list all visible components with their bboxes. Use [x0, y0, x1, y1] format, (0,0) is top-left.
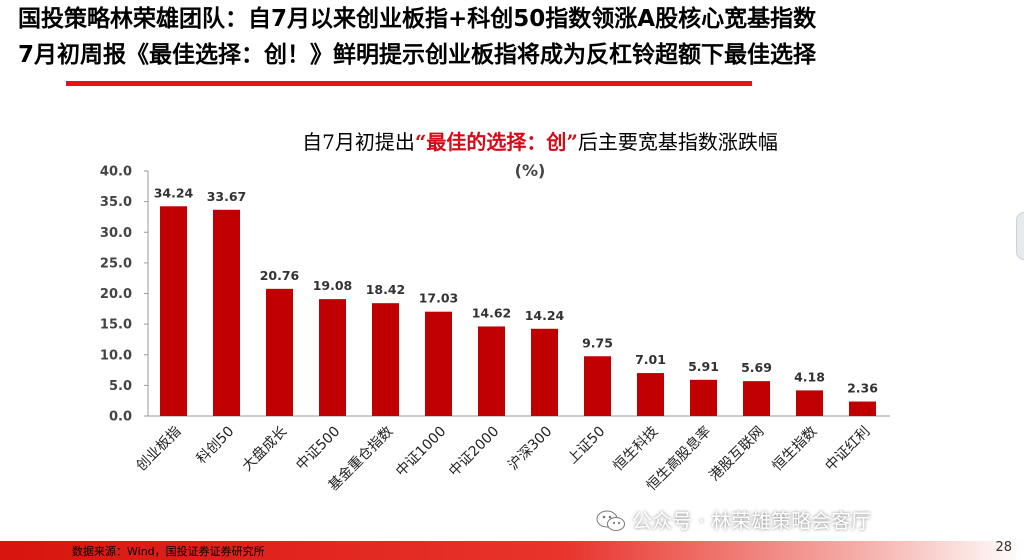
y-tick-label: 15.0: [100, 318, 132, 333]
bar-5: [372, 303, 399, 416]
bar-8: [531, 328, 558, 416]
y-tick-label: 10.0: [100, 348, 132, 363]
title-underline: [66, 81, 752, 86]
bar-7: [478, 326, 505, 416]
y-tick-label: 20.0: [100, 287, 132, 302]
category-label: 恒生科技: [610, 424, 661, 475]
bar-value-label: 4.18: [794, 369, 825, 384]
category-label: 中证红利: [822, 424, 873, 475]
bar-3: [266, 288, 293, 416]
category-label: 中证1000: [393, 424, 449, 480]
bar-value-label: 5.91: [688, 359, 719, 374]
bar-value-label: 2.36: [847, 381, 878, 396]
watermark-text: 公众号 · 林荣雄策略会客厅: [632, 509, 872, 533]
bar-value-label: 34.24: [154, 185, 194, 200]
footer-bar: [0, 541, 1024, 560]
watermark: 公众号 · 林荣雄策略会客厅: [596, 505, 871, 534]
category-label: 创业板指: [133, 424, 184, 475]
edge-scroll-handle[interactable]: [1016, 212, 1024, 260]
bar-11: [690, 379, 717, 416]
bar-12: [743, 381, 770, 416]
y-tick-label: 35.0: [100, 195, 132, 210]
page-number: 28: [995, 540, 1012, 555]
chart-title-before: 自7月初提出: [302, 130, 415, 154]
y-tick-label: 5.0: [109, 379, 132, 394]
chart-title: 自7月初提出“最佳的选择：创”后主要宽基指数涨跌幅: [150, 126, 930, 155]
bar-1: [160, 206, 187, 416]
data-source-note: 数据来源：Wind，国投证券证券研究所: [72, 545, 265, 558]
bar-value-label: 19.08: [313, 278, 353, 293]
headline-line-1: 国投策略林荣雄团队：自7月以来创业板指+科创50指数领涨A股核心宽基指数: [18, 6, 817, 32]
y-tick-label: 25.0: [100, 256, 132, 271]
category-label: 科创50: [194, 424, 238, 468]
bar-14: [849, 401, 876, 416]
bar-13: [796, 390, 823, 416]
category-label: 港股互联网: [707, 424, 768, 485]
bar-value-label: 20.76: [260, 268, 300, 283]
bar-value-label: 33.67: [207, 189, 247, 204]
bar-value-label: 9.75: [582, 335, 613, 350]
bar-2: [213, 209, 240, 416]
bar-4: [319, 299, 346, 416]
category-label: 中证2000: [446, 424, 502, 480]
y-tick-label: 30.0: [100, 226, 132, 241]
bar-10: [637, 373, 664, 416]
category-label: 大盘成长: [239, 423, 291, 475]
category-label: 恒生指数: [769, 424, 820, 475]
bar-value-label: 7.01: [635, 352, 666, 367]
chart-title-quoted: “最佳的选择：创”: [414, 130, 578, 154]
bar-value-label: 18.42: [366, 282, 406, 297]
category-label: 中证500: [293, 424, 343, 474]
bar-9: [584, 356, 611, 416]
category-label: 上证50: [565, 424, 609, 468]
chart-unit-label: (%): [514, 161, 546, 180]
bar-value-label: 14.24: [525, 308, 565, 323]
wechat-icon: [596, 510, 625, 531]
bar-6: [425, 311, 452, 416]
headline-line-2: 7月初周报《最佳选择：创！》鲜明提示创业板指将成为反杠铃超额下最佳选择: [18, 42, 817, 68]
y-tick-label: 40.0: [100, 165, 132, 180]
y-tick-label: 0.0: [109, 410, 132, 425]
bar-value-label: 5.69: [741, 360, 772, 375]
chart-title-after: 后主要宽基指数涨跌幅: [577, 130, 778, 154]
bar-value-label: 17.03: [419, 291, 459, 306]
category-label: 沪深300: [505, 424, 555, 474]
bar-value-label: 14.62: [472, 305, 512, 320]
